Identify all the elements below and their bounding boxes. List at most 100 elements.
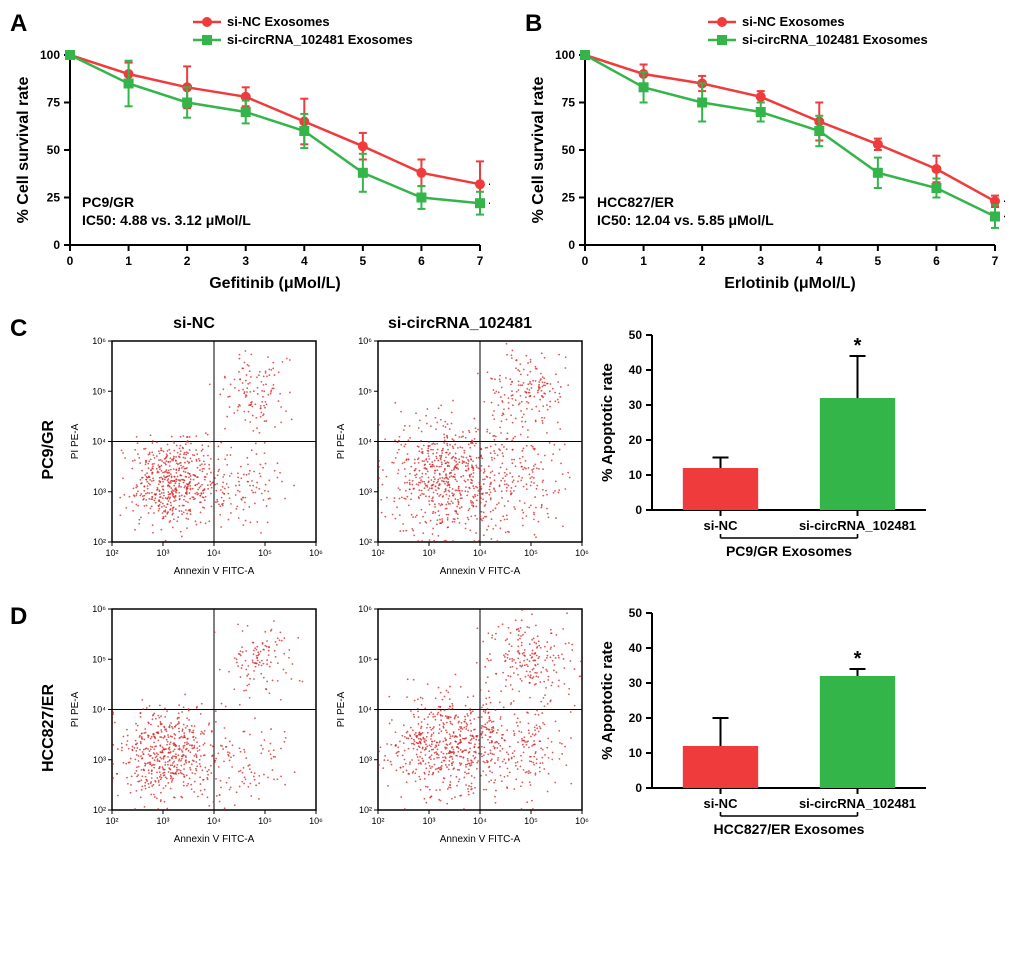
svg-text:10⁵: 10⁵ xyxy=(258,816,272,826)
svg-text:7: 7 xyxy=(477,254,484,268)
svg-text:10⁵: 10⁵ xyxy=(92,654,106,664)
svg-text:10⁴: 10⁴ xyxy=(473,548,487,558)
svg-text:10⁶: 10⁶ xyxy=(575,548,589,558)
svg-text:75: 75 xyxy=(47,96,61,110)
svg-text:40: 40 xyxy=(629,363,643,377)
svg-text:25: 25 xyxy=(47,191,61,205)
svg-text:10⁴: 10⁴ xyxy=(473,816,487,826)
svg-text:PI PE-A: PI PE-A xyxy=(336,423,347,459)
svg-text:10: 10 xyxy=(629,746,643,760)
svg-text:% Cell survival rate: % Cell survival rate xyxy=(530,77,547,224)
svg-text:10³: 10³ xyxy=(422,548,435,558)
panel-b: B 012345670255075100Erlotinib (μMol/L)% … xyxy=(525,10,1020,305)
svg-text:10⁵: 10⁵ xyxy=(524,816,538,826)
svg-text:10²: 10² xyxy=(105,548,118,558)
svg-text:10⁶: 10⁶ xyxy=(309,816,323,826)
svg-text:% Apoptotic rate: % Apoptotic rate xyxy=(599,641,616,760)
svg-text:si-circRNA_102481 Exosomes: si-circRNA_102481 Exosomes xyxy=(227,32,413,47)
svg-text:0: 0 xyxy=(635,781,642,795)
panel-d-row: HCC827/ER 10²10²10³10³10⁴10⁴10⁵10⁵10⁶10⁶… xyxy=(40,603,1020,853)
svg-text:10²: 10² xyxy=(105,816,118,826)
panel-c-row-label: PC9/GR xyxy=(40,420,58,480)
svg-text:75: 75 xyxy=(562,96,576,110)
svg-text:si-NC: si-NC xyxy=(704,518,739,533)
svg-text:% Cell survival rate: % Cell survival rate xyxy=(15,77,32,224)
svg-text:10⁶: 10⁶ xyxy=(358,604,372,614)
panel-b-chart-slot: 012345670255075100Erlotinib (μMol/L)% Ce… xyxy=(525,10,1020,305)
panel-a: A 012345670255075100Gefitinib (μMol/L)% … xyxy=(10,10,515,305)
svg-text:2: 2 xyxy=(184,254,191,268)
svg-text:PI PE-A: PI PE-A xyxy=(70,691,81,727)
svg-text:10³: 10³ xyxy=(93,755,106,765)
svg-text:Gefitinib (μMol/L): Gefitinib (μMol/L) xyxy=(209,275,341,292)
svg-text:10⁵: 10⁵ xyxy=(258,548,272,558)
svg-text:10⁵: 10⁵ xyxy=(92,386,106,396)
panel-c-col2-title: si-circRNA_102481 xyxy=(330,315,590,333)
svg-text:10⁵: 10⁵ xyxy=(358,386,372,396)
svg-text:1: 1 xyxy=(125,254,132,268)
svg-text:0: 0 xyxy=(67,254,74,268)
svg-text:20: 20 xyxy=(629,711,643,725)
panel-c-bar-slot: 0 10 20 30 40 50 % Apoptotic rate si-NC si-circR… xyxy=(596,325,1020,575)
svg-text:20: 20 xyxy=(629,433,643,447)
panel-c-facs-col2: si-circRNA_102481 10²10² 10³ 10³ 10⁴ 10⁴ 10⁵ 1… xyxy=(330,315,590,585)
svg-text:10²: 10² xyxy=(359,537,372,547)
svg-text:Annexin V FITC-A: Annexin V FITC-A xyxy=(174,566,255,577)
svg-text:10: 10 xyxy=(629,468,643,482)
svg-text:10³: 10³ xyxy=(359,755,372,765)
svg-text:10⁵: 10⁵ xyxy=(524,548,538,558)
svg-text:PC9/GR Exosomes: PC9/GR Exosomes xyxy=(726,543,852,559)
svg-text:si-circRNA_102481: si-circRNA_102481 xyxy=(799,518,916,533)
svg-text:10⁴: 10⁴ xyxy=(92,705,106,715)
svg-text:4: 4 xyxy=(816,254,823,268)
svg-text:3: 3 xyxy=(242,254,249,268)
svg-text:30: 30 xyxy=(629,398,643,412)
svg-text:si-circRNA_102481: si-circRNA_102481 xyxy=(799,796,916,811)
svg-text:5: 5 xyxy=(875,254,882,268)
svg-text:10⁶: 10⁶ xyxy=(575,816,589,826)
svg-text:100: 100 xyxy=(555,48,575,62)
svg-text:Annexin V FITC-A: Annexin V FITC-A xyxy=(440,834,521,845)
svg-text:4: 4 xyxy=(301,254,308,268)
svg-text:3: 3 xyxy=(757,254,764,268)
svg-text:0: 0 xyxy=(635,503,642,517)
svg-text:*: * xyxy=(854,335,862,357)
svg-text:si-circRNA_102481 Exosomes: si-circRNA_102481 Exosomes xyxy=(742,32,928,47)
panel-c-row: PC9/GR si-NC 10²10²10³10³10⁴10⁴10⁵10⁵10⁶… xyxy=(40,315,1020,585)
svg-text:% Apoptotic rate: % Apoptotic rate xyxy=(599,363,616,482)
svg-text:25: 25 xyxy=(562,191,576,205)
figure-root: A 012345670255075100Gefitinib (μMol/L)% … xyxy=(10,10,1020,861)
svg-text:50: 50 xyxy=(47,143,61,157)
svg-text:0: 0 xyxy=(568,238,575,252)
svg-text:30: 30 xyxy=(629,676,643,690)
svg-text:PI PE-A: PI PE-A xyxy=(336,691,347,727)
svg-text:10³: 10³ xyxy=(156,548,169,558)
svg-text:10²: 10² xyxy=(359,805,372,815)
panel-c: C PC9/GR si-NC 10²10²10³10³10⁴10⁴10⁵10⁵1… xyxy=(10,315,1020,593)
svg-text:0: 0 xyxy=(53,238,60,252)
svg-text:10⁵: 10⁵ xyxy=(358,654,372,664)
svg-text:100: 100 xyxy=(40,48,60,62)
panel-d-facs-col1: 10²10²10³10³10⁴10⁴10⁵10⁵10⁶10⁶Annexin V … xyxy=(64,603,324,853)
svg-text:10³: 10³ xyxy=(422,816,435,826)
svg-text:si-NC: si-NC xyxy=(704,796,739,811)
svg-text:si-NC Exosomes: si-NC Exosomes xyxy=(227,14,330,29)
svg-text:50: 50 xyxy=(629,606,643,620)
panel-d: D HCC827/ER 10²10²10³10³10⁴10⁴10⁵10⁵10⁶1… xyxy=(10,603,1020,861)
svg-text:10²: 10² xyxy=(93,805,106,815)
svg-text:10⁶: 10⁶ xyxy=(358,336,372,346)
panel-d-bar-slot: 01020304050% Apoptotic ratesi-NCsi-circR… xyxy=(596,603,1020,853)
svg-text:Erlotinib (μMol/L): Erlotinib (μMol/L) xyxy=(724,275,856,292)
svg-text:HCC827/ER Exosomes: HCC827/ER Exosomes xyxy=(714,821,865,837)
panel-a-chart-slot: 012345670255075100Gefitinib (μMol/L)% Ce… xyxy=(10,10,515,305)
svg-text:IC50: 4.88 vs. 3.12 μMol/L: IC50: 4.88 vs. 3.12 μMol/L xyxy=(82,212,251,228)
panel-d-facs-col2: 10²10²10³10³10⁴10⁴10⁵10⁵10⁶10⁶Annexin V … xyxy=(330,603,590,853)
svg-text:PI PE-A: PI PE-A xyxy=(70,423,81,459)
svg-text:10³: 10³ xyxy=(359,487,372,497)
svg-text:Annexin V FITC-A: Annexin V FITC-A xyxy=(440,566,521,577)
panel-b-letter: B xyxy=(525,10,542,38)
svg-text:10²: 10² xyxy=(371,548,384,558)
svg-text:10⁴: 10⁴ xyxy=(358,437,372,447)
svg-text:2: 2 xyxy=(699,254,706,268)
svg-text:50: 50 xyxy=(629,328,643,342)
